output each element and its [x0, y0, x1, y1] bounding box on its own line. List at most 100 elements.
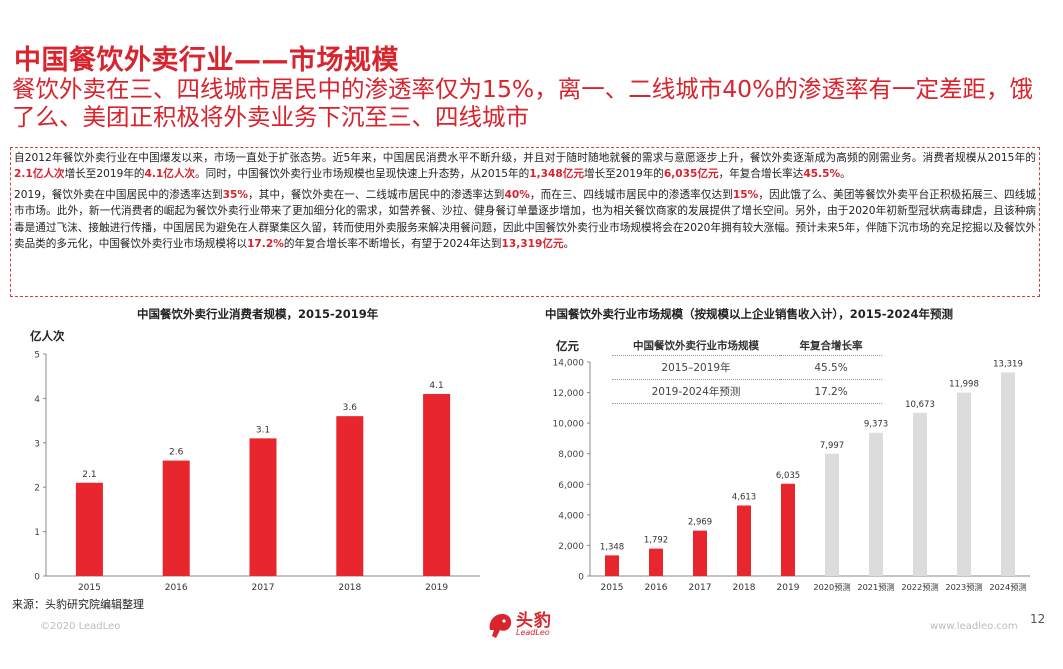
highlight-text: 17.2% [247, 238, 284, 251]
highlight-text: 40% [504, 188, 530, 201]
chart2-bar [1001, 372, 1015, 576]
cagr-table-cell: 2015–2019年 [612, 355, 780, 380]
chart1-y-tick-label: 5 [34, 351, 40, 361]
chart2-data-label: 7,997 [820, 441, 844, 451]
chart2-x-tick-label: 2020预测 [813, 582, 850, 592]
body-text: 2019，餐饮外卖在中国居民中的渗透率达到 [14, 188, 223, 201]
highlight-text: 2.1亿人次 [14, 168, 65, 181]
chart1-data-label: 4.1 [429, 381, 443, 391]
chart2-y-tick-label: 4,000 [558, 511, 584, 521]
chart2-x-tick-label: 2022预测 [901, 582, 938, 592]
page-title: 中国餐饮外卖行业——市场规模 [14, 45, 399, 76]
cagr-table-cell: 45.5% [780, 355, 882, 380]
highlight-text: 6,035亿元 [663, 168, 719, 181]
summary-paragraph-2: 2019，餐饮外卖在中国居民中的渗透率达到35%，其中，餐饮外卖在一、二线城市居… [14, 187, 1036, 253]
page-subtitle: 餐饮外卖在三、四线城市居民中的渗透率仅为15%，离一、二线城市40%的渗透率有一… [12, 75, 1033, 131]
cagr-table-cell: 17.2% [780, 379, 882, 404]
source-note: 来源：头豹研究院编辑整理 [12, 598, 144, 611]
chart2-data-label: 11,998 [949, 380, 979, 390]
chart1-data-label: 3.1 [256, 425, 270, 435]
chart1-x-tick-label: 2016 [165, 583, 188, 593]
leopard-logo-icon [489, 614, 512, 638]
chart2-y-tick-label: 12,000 [553, 389, 585, 399]
chart1-y-tick-label: 2 [34, 484, 40, 494]
highlight-text: 35% [222, 188, 249, 201]
chart1-x-tick-label: 2019 [425, 583, 448, 593]
chart1-bar [423, 393, 451, 576]
chart2-data-label: 6,035 [776, 471, 800, 481]
chart2-bar [825, 453, 839, 576]
page-number: 12 [1030, 612, 1046, 626]
chart2-y-tick-label: 0 [578, 573, 584, 583]
cagr-table-header-1: 中国餐饮外卖行业市场规模 [633, 340, 759, 352]
chart1-y-tick-label: 0 [34, 573, 40, 583]
chart2-x-tick-label: 2015 [601, 583, 624, 593]
highlight-text: 13,319亿元 [501, 238, 564, 251]
chart2-bar [693, 530, 707, 576]
cagr-table-row: 2019-2024年预测 17.2% [612, 379, 882, 404]
chart1-consumer-scale: 亿人次 0 1 2 3 4 5 2.1 2015 2.6 2016 3.1 2017 3.6 2018 4.1… [30, 329, 480, 593]
chart1-data-label: 2.6 [169, 448, 184, 458]
chart1-x-tick-label: 2018 [338, 583, 361, 593]
chart2-ylabel: 亿元 [556, 339, 579, 353]
body-text: 。 [840, 168, 851, 181]
chart2-x-tick-label: 2017 [689, 583, 712, 593]
chart2-data-label: 10,673 [905, 400, 935, 410]
chart1-bar [75, 482, 103, 576]
chart2-market-scale: 亿元 0 2,000 4,000 6,000 8,000 10,000 12,000 14,00… [553, 339, 1030, 593]
highlight-text: 45.5% [803, 168, 841, 181]
chart2-bar [649, 548, 663, 576]
chart2-y-tick-label: 10,000 [553, 420, 585, 430]
chart1-bar [249, 438, 277, 576]
chart1-title: 中国餐饮外卖行业消费者规模，2015-2019年 [137, 307, 379, 321]
highlight-text: 1,348亿元 [529, 168, 584, 181]
chart2-bar [605, 555, 619, 576]
body-text: 自2012年餐饮外卖行业在中国爆发以来，市场一直处于扩张态势。近5年来，中国居民… [14, 152, 1036, 164]
logo-subtext: LeadLeo [516, 628, 550, 637]
highlight-text: 15% [732, 188, 759, 201]
chart2-y-tick-label: 6,000 [558, 481, 584, 491]
leadleo-logo: 头豹 LeadLeo [486, 606, 576, 646]
chart2-x-tick-label: 2016 [645, 583, 668, 593]
chart2-data-label: 9,373 [864, 420, 888, 430]
chart1-y-tick-label: 3 [34, 439, 40, 449]
summary-textbox: 自2012年餐饮外卖行业在中国爆发以来，市场一直处于扩张态势。近5年来，中国居民… [10, 147, 1040, 297]
chart2-x-tick-label: 2019 [777, 583, 800, 593]
chart1-x-tick-label: 2015 [78, 583, 101, 593]
body-text: 的年复合增长率不断增长，有望于2024年达到 [283, 238, 502, 251]
chart2-data-label: 4,613 [732, 492, 756, 502]
body-text: ，年复合增长率达 [718, 168, 804, 181]
chart2-y-tick-label: 2,000 [558, 542, 584, 552]
chart1-data-label: 2.1 [82, 470, 96, 480]
chart1-y-tick-label: 4 [34, 395, 40, 405]
chart2-data-label: 2,969 [688, 518, 712, 528]
chart2-bar [957, 392, 971, 576]
chart2-bar [913, 412, 927, 576]
chart1-x-tick-label: 2017 [252, 583, 275, 593]
summary-paragraph-1: 自2012年餐饮外卖行业在中国爆发以来，市场一直处于扩张态势。近5年来，中国居民… [14, 150, 1036, 183]
body-text: ，而在三、四线城市居民中的渗透率仅达到 [529, 188, 733, 201]
copyright: ©2020 LeadLeo [40, 621, 121, 632]
chart1-ylabel: 亿人次 [30, 329, 65, 343]
chart2-y-tick-label: 14,000 [553, 359, 585, 369]
chart2-bar [781, 483, 795, 576]
logo-text: 头豹 [516, 611, 552, 631]
chart1-y-tick-label: 1 [34, 528, 40, 538]
chart2-x-tick-label: 2018 [733, 583, 756, 593]
chart2-data-label: 1,348 [600, 542, 624, 552]
chart2-bar [737, 505, 751, 576]
chart2-title: 中国餐饮外卖行业市场规模（按规模以上企业销售收入计），2015-2024年预测 [545, 307, 954, 321]
body-text: 增长至2019年的 [64, 168, 145, 181]
highlight-text: 4.1亿人次 [144, 168, 196, 181]
chart1-bar [162, 460, 190, 576]
chart2-data-label: 1,792 [644, 536, 668, 546]
cagr-table-row: 2015–2019年 45.5% [612, 355, 882, 380]
cagr-table-header-2: 年复合增长率 [799, 340, 863, 352]
chart2-x-tick-label: 2021预测 [857, 582, 894, 592]
body-text: ，其中，餐饮外卖在一、二线城市居民中的渗透率达到 [248, 188, 505, 201]
chart2-data-label: 13,319 [993, 359, 1023, 369]
chart2-y-tick-label: 8,000 [558, 450, 584, 460]
cagr-table-cell: 2019-2024年预测 [612, 379, 780, 404]
body-text: 。同时，中国餐饮外卖行业市场规模也呈现快速上升态势，从2015年的 [195, 168, 530, 181]
website: www.leadleo.com [930, 621, 1018, 632]
